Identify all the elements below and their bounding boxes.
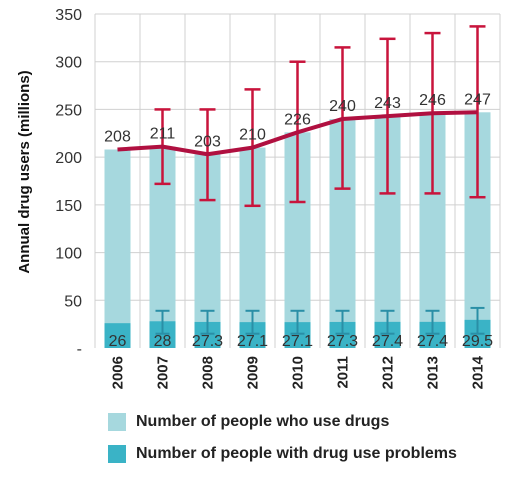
legend-swatch-users xyxy=(108,413,126,431)
data-label-problems: 27.3 xyxy=(327,333,358,350)
x-tick-label: 2011 xyxy=(335,356,352,389)
data-label-users: 203 xyxy=(194,133,221,150)
y-tick-label: 250 xyxy=(55,102,82,119)
trend-line xyxy=(117,110,478,157)
data-labels: 208 211 203 210 226 240 243 246 247 26 28 27.3 27.1 2… xyxy=(104,91,493,350)
x-tick-label: 2006 xyxy=(110,356,127,389)
data-label-problems: 27.3 xyxy=(192,333,223,350)
y-tick-label: - xyxy=(77,341,82,358)
data-label-users: 226 xyxy=(284,111,311,128)
legend-label-problems: Number of people with drug use problems xyxy=(136,445,457,462)
data-label-users: 208 xyxy=(104,129,131,146)
y-axis-ticks: - 50 100 150 200 250 300 350 xyxy=(55,7,82,358)
y-tick-label: 350 xyxy=(55,7,82,24)
legend-item-problems: Number of people with drug use problems xyxy=(108,440,457,468)
y-axis-label: Annual drug users (millions) xyxy=(16,70,33,273)
x-tick-label: 2007 xyxy=(155,356,172,389)
x-axis-ticks: 2006 2007 2008 2009 2010 2011 2012 2013 2014 xyxy=(110,355,487,389)
x-tick-label: 2012 xyxy=(380,356,397,389)
trend-line-path xyxy=(117,110,478,157)
legend-swatch-problems xyxy=(108,445,126,463)
data-label-problems: 27.1 xyxy=(237,333,268,350)
data-label-problems: 27.1 xyxy=(282,333,313,350)
x-tick-label: 2008 xyxy=(200,356,217,389)
y-tick-label: 150 xyxy=(55,198,82,215)
data-label-problems: 26 xyxy=(109,333,127,350)
x-tick-label: 2010 xyxy=(290,356,307,389)
data-label-users: 247 xyxy=(464,91,491,108)
legend: Number of people who use drugs Number of… xyxy=(108,408,457,472)
legend-item-users: Number of people who use drugs xyxy=(108,408,457,436)
legend-label-users: Number of people who use drugs xyxy=(136,413,390,430)
bar-users xyxy=(104,149,131,348)
y-tick-label: 100 xyxy=(55,246,82,263)
data-label-users: 243 xyxy=(374,95,401,112)
y-tick-label: 300 xyxy=(55,55,82,72)
x-tick-label: 2014 xyxy=(470,355,487,389)
x-tick-label: 2013 xyxy=(425,356,442,389)
data-label-users: 210 xyxy=(239,127,266,144)
y-tick-label: 50 xyxy=(64,293,82,310)
chart: - 50 100 150 200 250 300 350 208 211 203 210 226 240… xyxy=(16,7,501,389)
data-label-problems: 27.4 xyxy=(372,333,403,350)
data-label-problems: 29.5 xyxy=(462,333,493,350)
data-label-problems: 27.4 xyxy=(417,333,448,350)
data-label-problems: 28 xyxy=(154,333,172,350)
x-tick-label: 2009 xyxy=(245,356,262,389)
data-label-users: 211 xyxy=(150,126,176,143)
bar-problems xyxy=(104,323,131,348)
y-tick-label: 200 xyxy=(55,150,82,167)
data-label-users: 246 xyxy=(419,92,446,109)
data-label-users: 240 xyxy=(329,98,356,115)
